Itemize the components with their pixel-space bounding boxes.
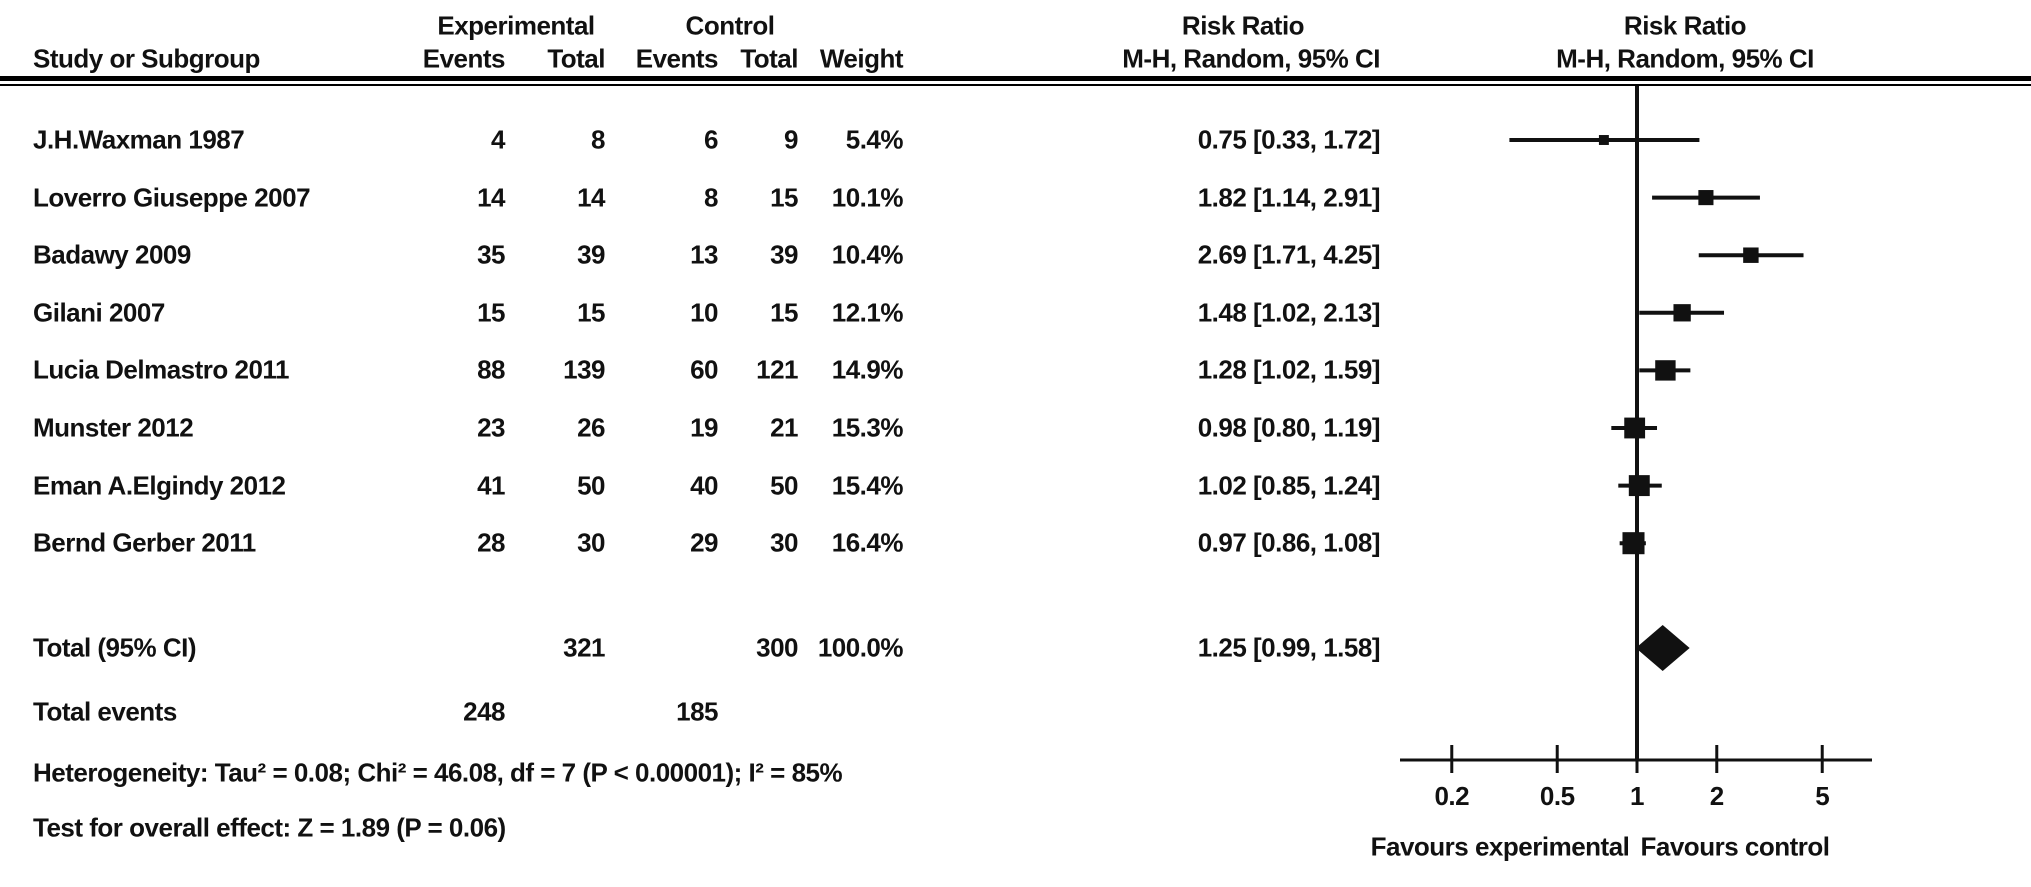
rr-ci-cell: 0.75 [0.33, 1.72] [1197, 124, 1381, 155]
header-rule-thick [0, 76, 2031, 81]
study-name-cell: Eman A.Elgindy 2012 [33, 470, 286, 501]
ctrl-events-cell: 13 [690, 239, 718, 270]
effect-square [1628, 475, 1650, 497]
header-method-ci-right: M-H, Random, 95% CI [1556, 43, 1814, 74]
exp-total-cell: 50 [577, 470, 605, 501]
effect-square [1698, 190, 1714, 206]
effect-square [1598, 135, 1609, 145]
summary-diamond [1635, 625, 1690, 671]
exp-events-cell: 14 [477, 182, 505, 213]
ctrl-total-cell: 50 [770, 470, 798, 501]
ctrl-total-cell: 121 [756, 354, 798, 385]
effect-square [1673, 304, 1691, 322]
header-rule-thin [0, 84, 2031, 86]
total-weight-cell: 100.0% [817, 632, 904, 663]
total-exp-cell: 321 [563, 632, 605, 663]
ctrl-total-cell: 30 [770, 527, 798, 558]
exp-events-cell: 4 [491, 124, 505, 155]
exp-total-cell: 8 [591, 124, 605, 155]
rr-ci-cell: 0.98 [0.80, 1.19] [1197, 412, 1381, 443]
overall-effect-text: Test for overall effect: Z = 1.89 (P = 0… [33, 812, 506, 843]
weight-cell: 14.9% [831, 354, 904, 385]
ctrl-events-cell: 29 [690, 527, 718, 558]
exp-events-cell: 88 [477, 354, 505, 385]
ctrl-events-cell: 10 [690, 297, 718, 328]
exp-total-cell: 139 [563, 354, 605, 385]
total-label-cell: Total (95% CI) [33, 632, 196, 663]
exp-total-cell: 30 [577, 527, 605, 558]
header-risk-ratio-right: Risk Ratio [1623, 10, 1747, 41]
exp-total-cell: 39 [577, 239, 605, 270]
weight-cell: 15.3% [831, 412, 904, 443]
rr-ci-cell: 0.97 [0.86, 1.08] [1197, 527, 1381, 558]
exp-events-cell: 35 [477, 239, 505, 270]
weight-cell: 10.1% [831, 182, 904, 213]
study-name-cell: Munster 2012 [33, 412, 194, 443]
weight-cell: 5.4% [845, 124, 904, 155]
header-ctrl-total-col: Total [740, 43, 798, 74]
exp-total-cell: 15 [577, 297, 605, 328]
header-risk-ratio-left: Risk Ratio [1181, 10, 1305, 41]
header-exp-total-col: Total [547, 43, 605, 74]
exp-events-cell: 41 [477, 470, 505, 501]
study-name-cell: Lucia Delmastro 2011 [33, 354, 289, 385]
rr-ci-cell: 1.28 [1.02, 1.59] [1197, 354, 1381, 385]
weight-cell: 12.1% [831, 297, 904, 328]
effect-square [1622, 532, 1645, 555]
ctrl-total-cell: 15 [770, 297, 798, 328]
ctrl-events-cell: 60 [690, 354, 718, 385]
total-events-exp-cell: 248 [463, 696, 505, 727]
exp-total-cell: 14 [577, 182, 605, 213]
x-axis-tick-label: 0.5 [1540, 781, 1575, 811]
ctrl-total-cell: 39 [770, 239, 798, 270]
weight-cell: 16.4% [831, 527, 904, 558]
ctrl-total-cell: 15 [770, 182, 798, 213]
total-events-ctrl-cell: 185 [676, 696, 718, 727]
study-name-cell: Bernd Gerber 2011 [33, 527, 256, 558]
exp-total-cell: 26 [577, 412, 605, 443]
rr-ci-cell: 1.02 [0.85, 1.24] [1197, 470, 1381, 501]
exp-events-cell: 23 [477, 412, 505, 443]
study-name-cell: Loverro Giuseppe 2007 [33, 182, 311, 213]
header-method-ci-left: M-H, Random, 95% CI [1122, 43, 1380, 74]
ctrl-total-cell: 21 [770, 412, 798, 443]
study-name-cell: Badawy 2009 [33, 239, 191, 270]
effect-square [1624, 417, 1646, 439]
header-study-col: Study or Subgroup [33, 43, 260, 74]
ctrl-total-cell: 9 [784, 124, 798, 155]
rr-ci-cell: 1.82 [1.14, 2.91] [1197, 182, 1381, 213]
favours-control-label: Favours control [1640, 831, 1830, 862]
exp-events-cell: 28 [477, 527, 505, 558]
x-axis-tick-label: 5 [1815, 781, 1829, 811]
study-name-cell: J.H.Waxman 1987 [33, 124, 245, 155]
header-weight-col: Weight [819, 43, 904, 74]
header-group-experimental: Experimental [437, 10, 595, 41]
heterogeneity-text: Heterogeneity: Tau² = 0.08; Chi² = 46.08… [33, 757, 843, 788]
study-name-cell: Gilani 2007 [33, 297, 165, 328]
favours-experimental-label: Favours experimental [1370, 831, 1630, 862]
rr-ci-cell: 1.48 [1.02, 2.13] [1197, 297, 1381, 328]
effect-square [1743, 247, 1759, 263]
x-axis-tick-label: 2 [1710, 781, 1724, 811]
exp-events-cell: 15 [477, 297, 505, 328]
total-rr-ci-cell: 1.25 [0.99, 1.58] [1197, 632, 1381, 663]
header-exp-events-col: Events [422, 43, 506, 74]
x-axis-tick-label: 1 [1630, 781, 1644, 811]
ctrl-events-cell: 40 [690, 470, 718, 501]
weight-cell: 15.4% [831, 470, 904, 501]
rr-ci-cell: 2.69 [1.71, 4.25] [1197, 239, 1381, 270]
effect-square [1655, 360, 1676, 381]
ctrl-events-cell: 19 [690, 412, 718, 443]
total-events-label-cell: Total events [33, 696, 177, 727]
weight-cell: 10.4% [831, 239, 904, 270]
ctrl-events-cell: 8 [704, 182, 718, 213]
header-group-control: Control [685, 10, 775, 41]
x-axis-tick-label: 0.2 [1434, 781, 1469, 811]
header-ctrl-events-col: Events [635, 43, 719, 74]
total-ctrl-cell: 300 [756, 632, 798, 663]
ctrl-events-cell: 6 [704, 124, 718, 155]
